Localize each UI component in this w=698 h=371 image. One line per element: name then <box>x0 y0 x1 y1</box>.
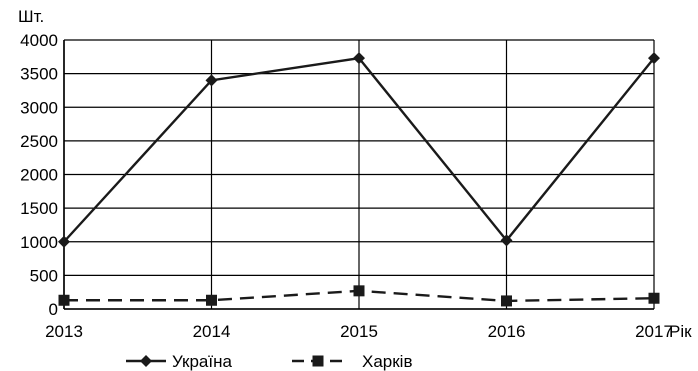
square-marker <box>353 285 365 297</box>
y-tick-label: 3500 <box>20 65 58 84</box>
y-tick-label: 1000 <box>20 233 58 252</box>
y-tick-label: 2000 <box>20 166 58 185</box>
x-axis-ticks: 2013 2014 2015 2016 2017 <box>45 322 673 341</box>
y-tick-label: 0 <box>49 300 58 319</box>
diamond-marker <box>353 52 365 65</box>
diamond-marker <box>500 234 513 247</box>
y-tick-label: 4000 <box>20 31 58 50</box>
series-group <box>58 52 660 307</box>
y-tick-label: 2500 <box>20 132 58 151</box>
square-marker <box>58 294 70 306</box>
x-axis-unit-label: Рік <box>669 322 692 341</box>
diamond-marker <box>205 74 218 87</box>
diamond-marker <box>58 235 70 248</box>
x-tick-label: 2017 <box>635 322 673 341</box>
legend-label-1: Харків <box>362 352 413 371</box>
x-tick-label: 2014 <box>193 322 231 341</box>
x-tick-label: 2015 <box>340 322 378 341</box>
grid-lines <box>63 39 655 310</box>
x-tick-label: 2013 <box>45 322 83 341</box>
y-tick-label: 1500 <box>20 199 58 218</box>
legend-marker-1 <box>312 355 324 367</box>
x-tick-label: 2016 <box>488 322 526 341</box>
square-marker <box>648 292 660 304</box>
square-marker <box>206 294 217 306</box>
y-axis-ticks: 0 500 1000 1500 2000 2500 3000 3500 4000 <box>20 31 58 319</box>
y-axis-unit-label: Шт. <box>18 7 44 26</box>
legend: Україна Харків <box>126 352 413 371</box>
diamond-marker <box>648 52 660 65</box>
legend-marker-0 <box>140 355 152 367</box>
legend-label-0: Україна <box>172 352 232 371</box>
y-tick-label: 3000 <box>20 98 58 117</box>
y-tick-label: 500 <box>30 266 58 285</box>
square-marker <box>501 295 512 307</box>
